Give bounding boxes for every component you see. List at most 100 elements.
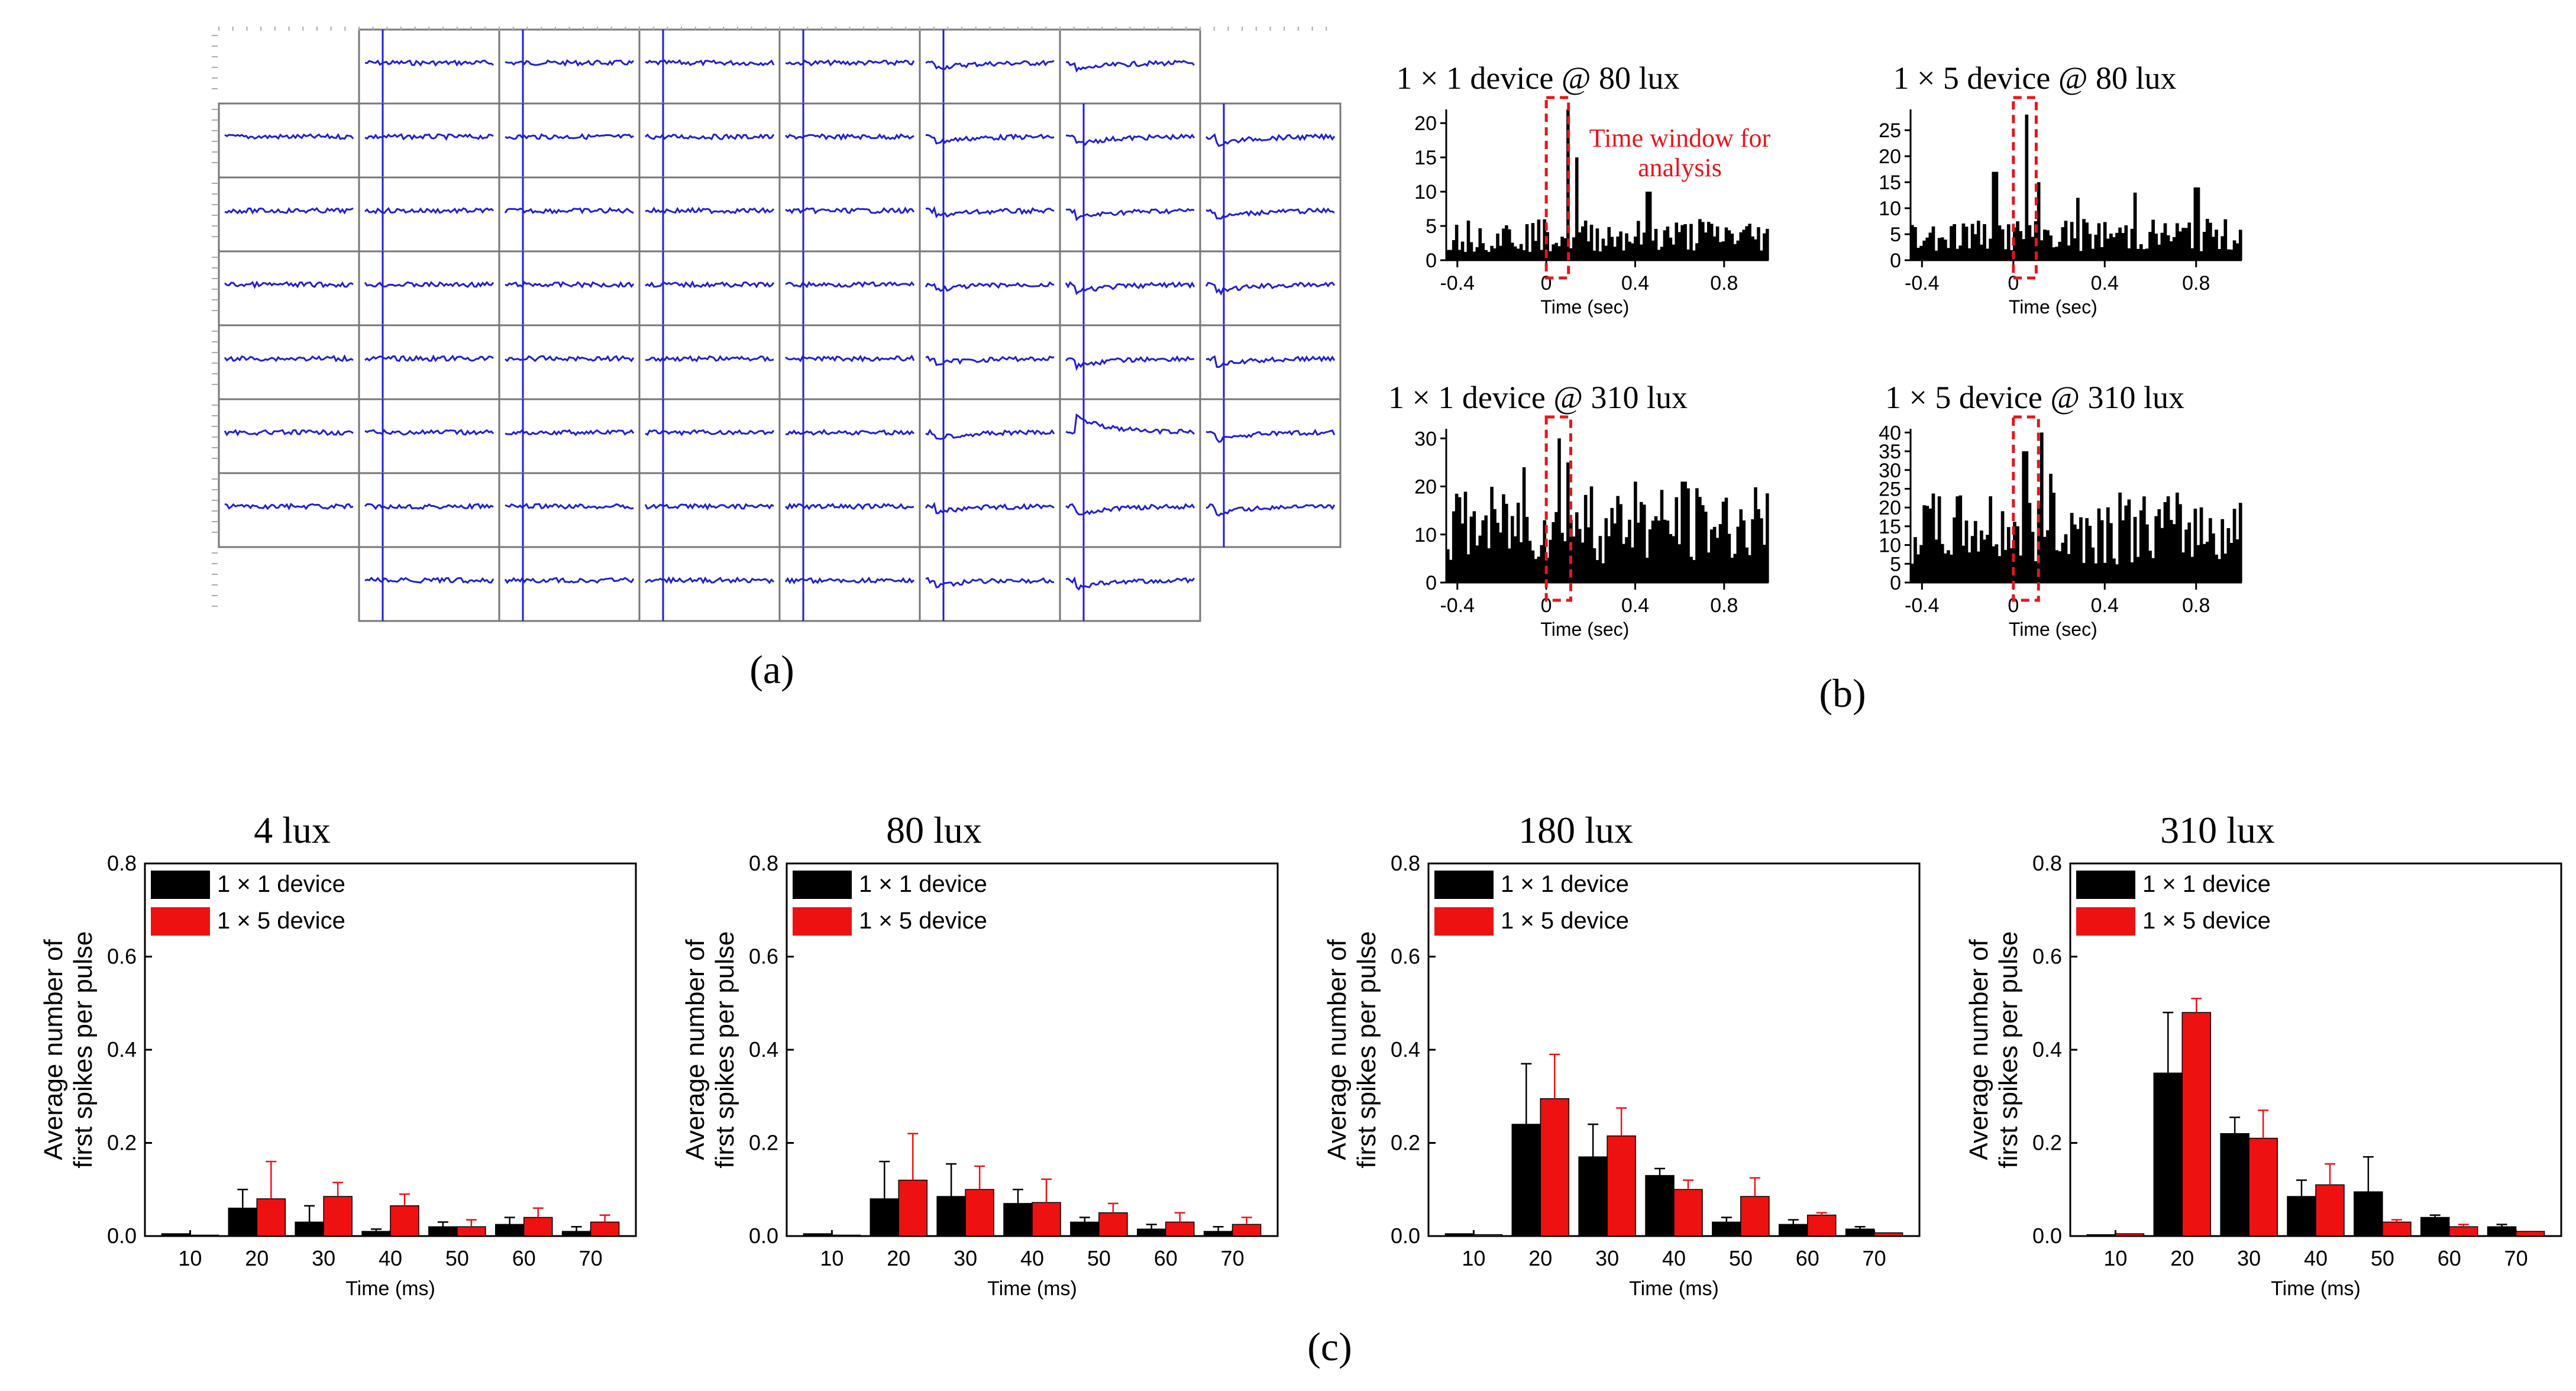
recording-cell [1199, 398, 1342, 474]
psth-bar [1505, 503, 1508, 583]
psth-bar [1704, 512, 1708, 583]
psth-bar [1622, 544, 1625, 583]
y-tick-label: 10 [1879, 198, 1901, 220]
psth-bar [2190, 248, 2194, 260]
psth-bar [1589, 224, 1594, 260]
psth-bar [1695, 243, 1699, 260]
y-tick-label: 0.0 [2032, 1224, 2062, 1248]
y-tick-label: 0.2 [2032, 1131, 2062, 1155]
psth-bar [1554, 242, 1558, 260]
voltage-trace [364, 281, 494, 288]
psth-bar [1537, 219, 1541, 260]
psth-bar [2172, 237, 2176, 260]
bar [1845, 1228, 1875, 1237]
y-axis-label: Average number of [1323, 939, 1352, 1160]
psth-bar [1701, 505, 1705, 583]
psth-bar [1472, 511, 1476, 583]
psth-bar [1598, 536, 1602, 583]
psth-bar [1914, 537, 1917, 583]
psth-bar [1757, 227, 1760, 260]
bar [390, 1205, 419, 1237]
psth-bar [1543, 520, 1547, 583]
y-tick-label: 15 [1879, 172, 1901, 194]
x-tick-label: 50 [2371, 1246, 2394, 1270]
analysis-window-annotation: analysis [1638, 153, 1722, 182]
psth-bar [2199, 507, 2203, 583]
x-tick-label: 10 [820, 1246, 843, 1270]
psth-bar [1634, 481, 1637, 583]
recording-cell [638, 28, 781, 105]
psth-bar [1622, 250, 1625, 260]
psth-bar [1484, 250, 1488, 260]
voltage-trace [505, 59, 635, 67]
psth-bar [1916, 554, 1920, 583]
psth-bar [1748, 224, 1751, 260]
psth-bar [2154, 516, 2158, 583]
psth-bar [1595, 559, 1599, 583]
psth-bar [1575, 157, 1579, 260]
psth-bar [1557, 438, 1561, 583]
psth-bar [1733, 244, 1737, 260]
psth-bar [1601, 563, 1605, 583]
psth-bar [1598, 251, 1602, 260]
voltage-trace [925, 59, 1055, 70]
psth-bar [1469, 242, 1473, 260]
bar [1806, 1214, 1837, 1237]
x-tick-label: 20 [2170, 1246, 2194, 1270]
chart-title: 4 lux [254, 809, 331, 851]
psth-bar [1686, 249, 1690, 260]
psth-bar [2019, 555, 2022, 583]
recording-cell [1199, 324, 1342, 400]
psth-bar [2058, 241, 2062, 260]
psth-bar [2151, 219, 2155, 260]
y-tick-label: 0 [1890, 572, 1901, 594]
psth-bar [1678, 544, 1681, 583]
psth-bar [2130, 228, 2134, 260]
y-tick-label: 40 [1879, 422, 1901, 444]
psth-bar [2179, 231, 2182, 260]
psth-bar [2169, 520, 2173, 583]
recording-cell [498, 546, 641, 622]
voltage-trace [504, 577, 635, 584]
psth-bar [2209, 222, 2212, 260]
voltage-trace [1065, 281, 1195, 295]
psth-bar [1712, 236, 1717, 260]
y-tick-label: 0 [1426, 572, 1437, 594]
voltage-trace [364, 133, 494, 141]
psth-bar [1715, 538, 1720, 583]
psth-bar [1745, 226, 1748, 260]
x-tick-label: 70 [2504, 1246, 2528, 1270]
psth-bar [2163, 502, 2167, 583]
psth-bar [1695, 488, 1699, 583]
psth-bar [1986, 535, 1989, 583]
x-tick-label: 10 [1462, 1246, 1485, 1270]
psth-bar [1721, 241, 1725, 260]
psth-bar [1748, 555, 1751, 583]
bar [2086, 1234, 2116, 1237]
psth-bar [1463, 491, 1468, 583]
psth-bar [1557, 246, 1561, 260]
psth-bar [1452, 511, 1456, 583]
voltage-trace [925, 281, 1055, 292]
psth-bar [1961, 223, 1966, 260]
psth-bar [1563, 541, 1567, 583]
y-tick-label: 0.4 [2032, 1037, 2062, 1062]
psth-bar [2229, 542, 2234, 583]
psth-bar [1736, 240, 1740, 260]
x-tick-label: -0.4 [1905, 594, 1940, 617]
psth-bar [2193, 187, 2197, 260]
psth-bar [1727, 533, 1731, 583]
psth-bar [1619, 231, 1622, 260]
recording-cell [498, 472, 641, 548]
psth-bar [2076, 529, 2080, 583]
psth-bar [1592, 250, 1596, 260]
x-tick-label: 0.4 [1621, 594, 1649, 617]
bar [2354, 1191, 2383, 1237]
voltage-trace [925, 502, 1055, 515]
y-tick-label: 0.2 [1391, 1131, 1420, 1155]
psth-bar [2003, 249, 2008, 260]
voltage-trace [645, 429, 775, 436]
psth-bar [1505, 225, 1508, 260]
